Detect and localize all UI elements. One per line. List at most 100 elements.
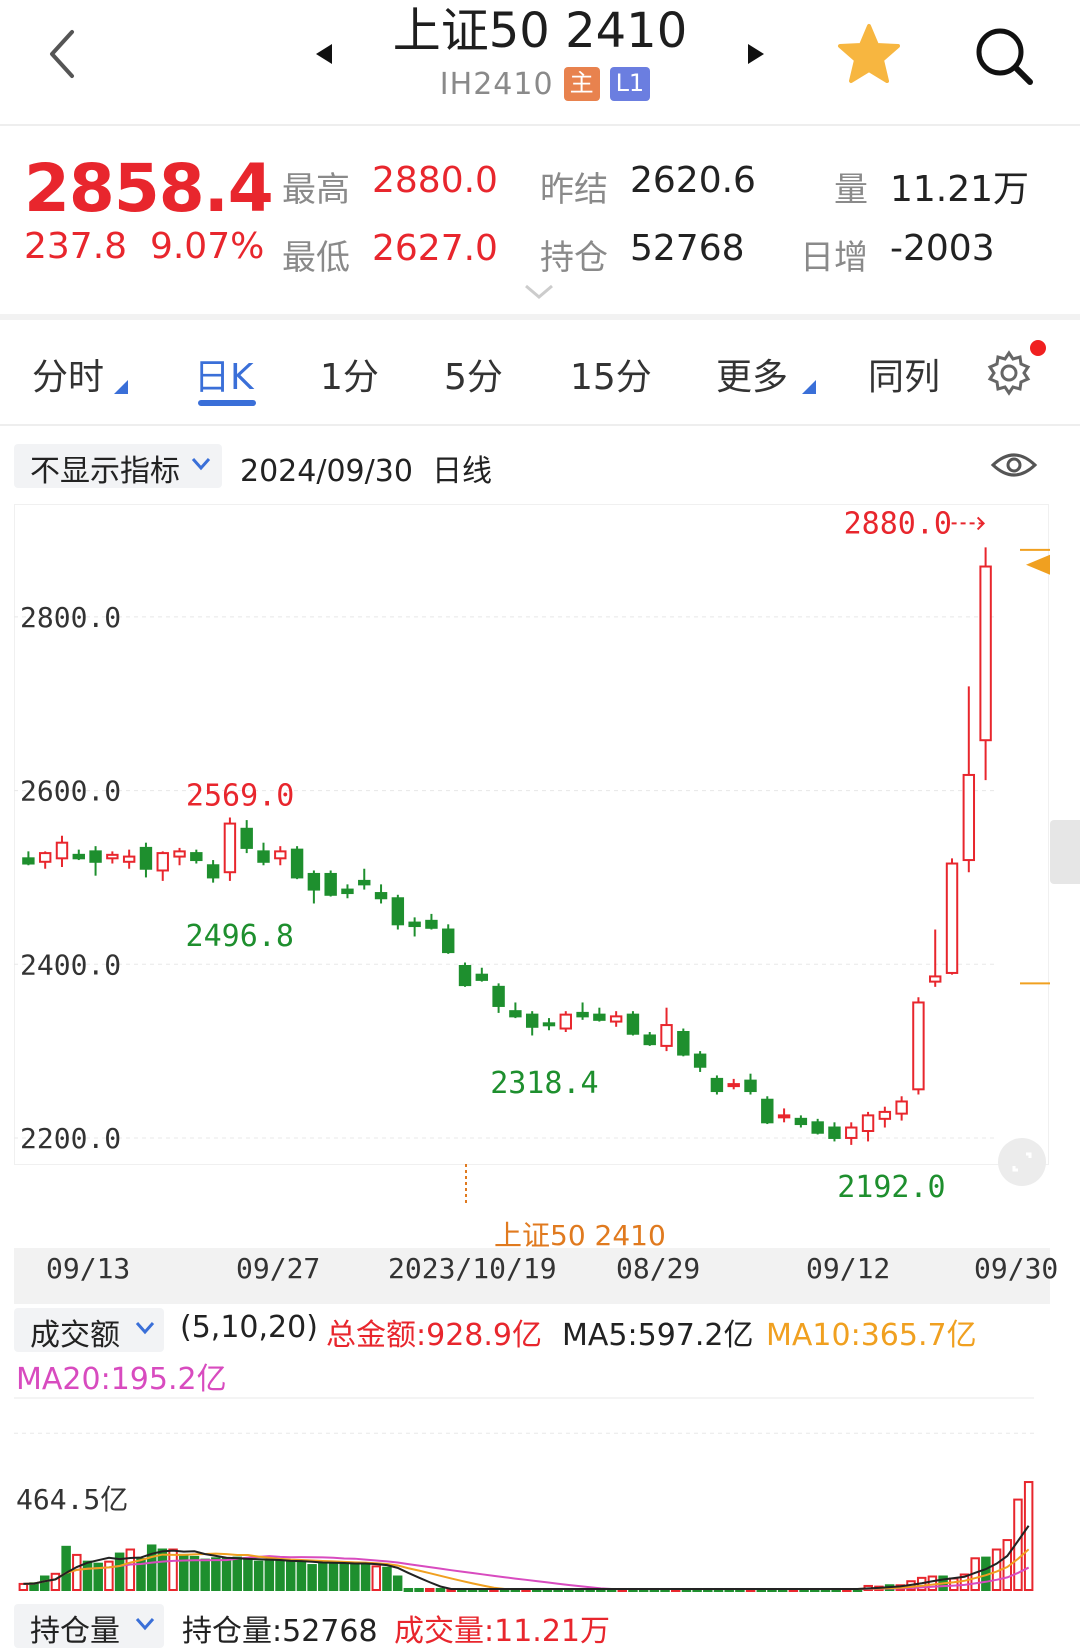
candle-body (139, 846, 153, 870)
volume-bar (403, 1587, 414, 1592)
candle-body (794, 1117, 808, 1126)
side-panel-handle[interactable] (1050, 820, 1080, 884)
volume-bar (285, 1560, 296, 1592)
low-value: 2627.0 (372, 228, 498, 269)
candle-body (744, 1079, 757, 1093)
candle-body (643, 1034, 656, 1046)
y-tick-label: 2200.0 (20, 1122, 121, 1155)
volume-bar (18, 1582, 29, 1591)
prev-settle-value: 2620.6 (630, 160, 756, 201)
candle-body (22, 857, 35, 865)
candle-body (660, 1024, 673, 1047)
indicator-select[interactable] (14, 444, 222, 488)
candle-body (895, 1100, 908, 1115)
volume-bar (104, 1560, 114, 1592)
candle-body (122, 855, 136, 863)
candle-body (475, 973, 489, 981)
next-contract-icon[interactable] (744, 40, 768, 68)
volume-bar (435, 1587, 446, 1592)
daily-change-label: 日增 (800, 238, 868, 278)
volume-bar (39, 1575, 50, 1592)
gear-icon[interactable] (986, 350, 1032, 396)
volume-indicator-select[interactable] (14, 1308, 164, 1352)
candle-body (442, 928, 455, 954)
back-icon[interactable] (40, 24, 90, 84)
candle-body (677, 1031, 690, 1056)
candle-body (72, 853, 85, 860)
volume-bar (264, 1559, 275, 1592)
volume-bar (157, 1548, 168, 1592)
candlestick-chart[interactable]: 2800.0 2600.0 2400.0 2200.0 2569.0 2496.8 2318… (14, 504, 1050, 1204)
candle-body (761, 1098, 774, 1124)
candle-body (962, 773, 976, 862)
tab-1min[interactable]: 1分 (320, 357, 379, 398)
tab-timeshare[interactable]: 分时 (32, 357, 105, 398)
volume-bar (211, 1557, 221, 1591)
high-label: 最高 (282, 170, 350, 210)
candle-body (55, 841, 69, 860)
volume-bar (927, 1575, 938, 1592)
candle-body (89, 850, 102, 863)
volume-bar (61, 1545, 71, 1592)
chart-date-value: 2024/09/30 (240, 454, 413, 489)
price-annotation: 2880.0 (844, 506, 952, 541)
volume-scale-label: 464.5亿 (16, 1483, 129, 1516)
candle-body (408, 921, 421, 928)
y-tick-label: 2800.0 (20, 601, 121, 634)
volume-bar (221, 1557, 232, 1592)
volume-label: 量 (834, 170, 868, 210)
candle-body (811, 1121, 824, 1134)
prev-contract-icon[interactable] (312, 40, 336, 68)
ma-params: (5,10,20) (180, 1310, 318, 1345)
candle-body (727, 1083, 740, 1088)
candle-body (710, 1077, 724, 1093)
eye-icon[interactable] (990, 448, 1038, 482)
chevron-down-icon[interactable] (522, 282, 556, 302)
volume-bar (50, 1572, 61, 1592)
open-interest-label: 持仓 (540, 238, 608, 278)
candle-body (290, 848, 304, 879)
level-marker (1026, 554, 1050, 575)
volume-bar (275, 1559, 285, 1591)
active-tab-indicator (198, 400, 256, 406)
price-change: 237.8 9.07% (24, 226, 264, 267)
star-icon[interactable] (836, 22, 902, 86)
chart-period: 日线 (432, 454, 492, 489)
tab-daily-k[interactable]: 日K (194, 357, 254, 398)
candle-body (861, 1114, 875, 1132)
candle-body (593, 1013, 606, 1021)
candle-body (912, 1001, 925, 1091)
candle-body (828, 1126, 841, 1139)
volume-bar (189, 1555, 200, 1591)
candle-body (458, 965, 472, 987)
reset-zoom-icon[interactable] (996, 1136, 1048, 1188)
candle-body (358, 879, 371, 886)
candle-body (240, 827, 253, 849)
turnover-readout: 成交量:11.21万 (394, 1614, 610, 1649)
oi-indicator-select[interactable] (14, 1604, 164, 1648)
volume-chart[interactable] (14, 1396, 1050, 1592)
candle-body (945, 862, 959, 974)
candle-body (845, 1126, 858, 1139)
tab-5min[interactable]: 5分 (444, 357, 503, 398)
contract-subtitle: IH2410 主 L1 (430, 64, 660, 104)
total-amount: 总金额:928.9亿 (326, 1318, 542, 1353)
volume-bar (232, 1556, 242, 1591)
ma20-value: MA20:195.2亿 (16, 1362, 227, 1397)
candle-body (38, 852, 52, 863)
date-tick: 09/12 (806, 1252, 891, 1285)
search-icon[interactable] (972, 24, 1036, 88)
page-title: 上证50 2410 (392, 3, 688, 59)
candle-body (274, 850, 287, 860)
tab-15min[interactable]: 15分 (570, 357, 652, 398)
chevron-down-icon (191, 458, 211, 471)
price-annotation: 2496.8 (186, 919, 294, 954)
date-tick: 08/29 (616, 1252, 701, 1285)
tab-same-series[interactable]: 同列 (868, 357, 941, 398)
dropdown-triangle-icon (802, 380, 816, 394)
daily-change-value: -2003 (890, 228, 995, 269)
last-price: 2858.4 (24, 150, 274, 227)
tab-more[interactable]: 更多 (716, 357, 789, 398)
chart-frame (14, 504, 1049, 1165)
volume-bar (168, 1548, 178, 1592)
